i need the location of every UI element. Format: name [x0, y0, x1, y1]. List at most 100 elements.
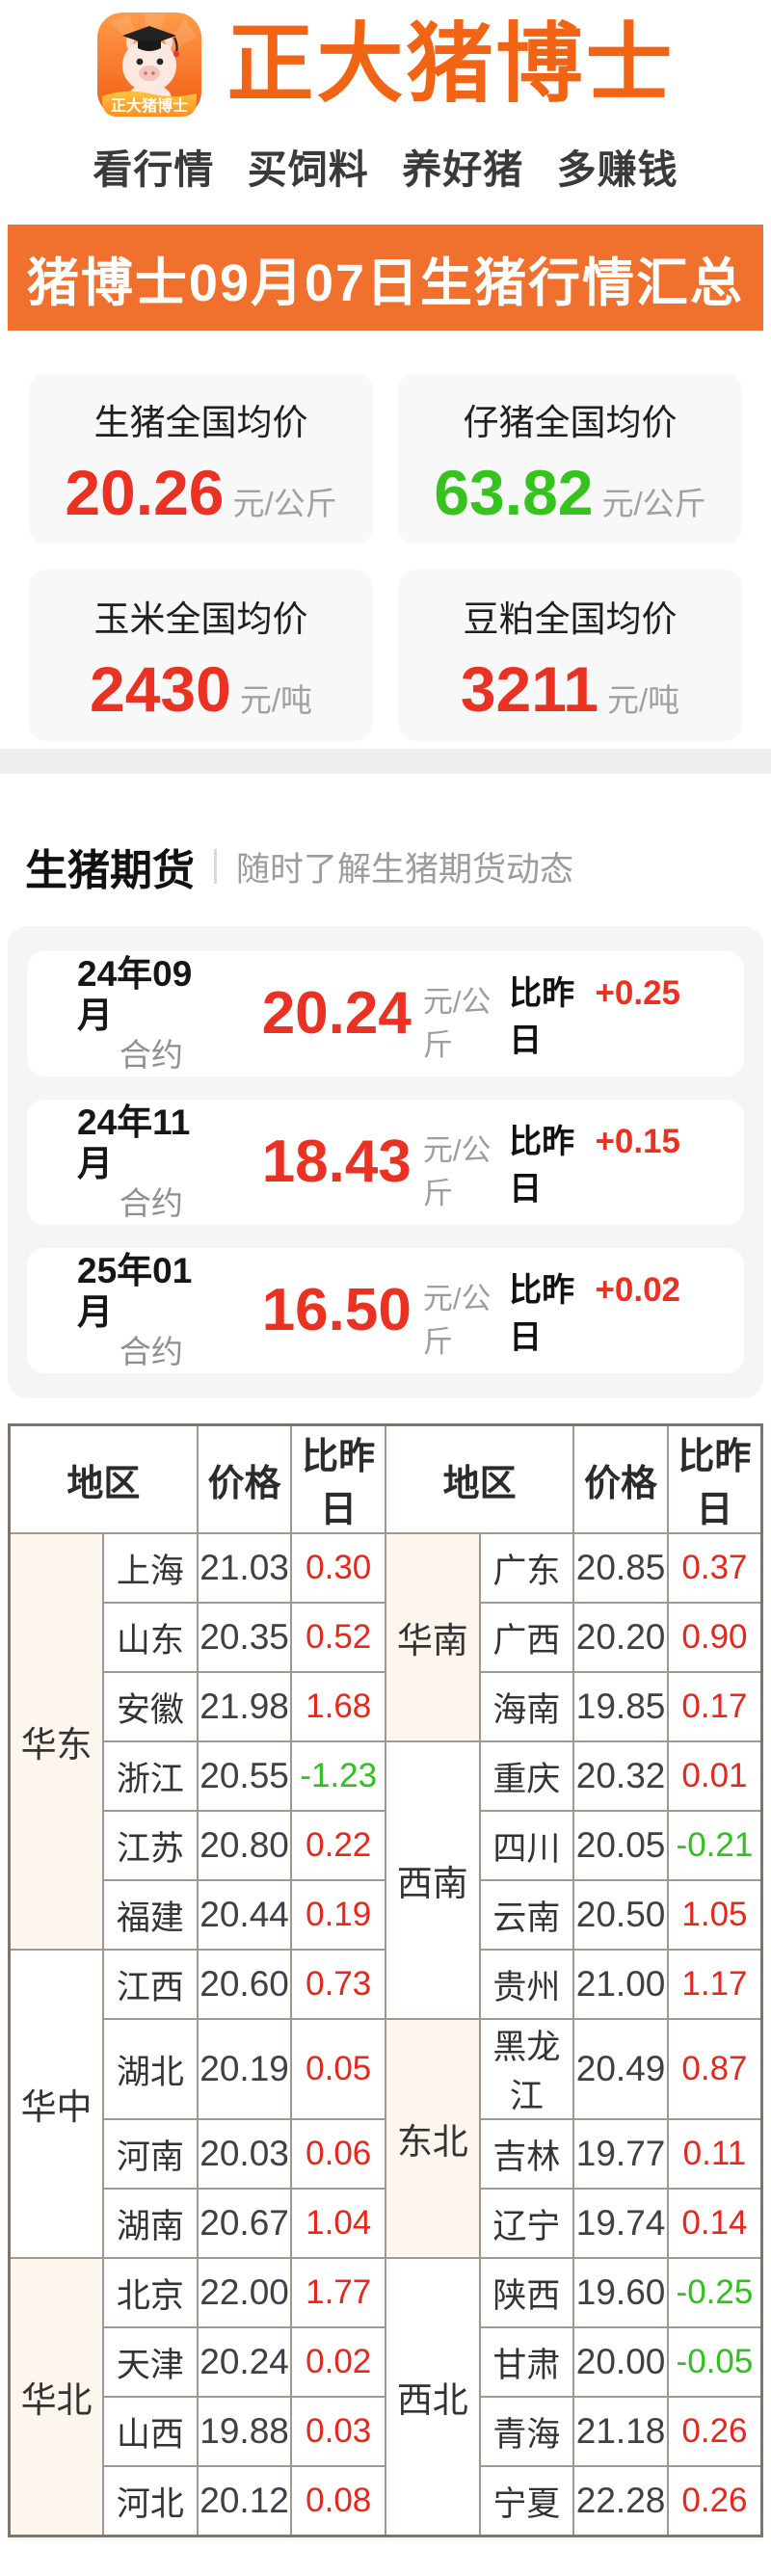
table-row: 华中 江西 20.60 0.73 贵州 21.00 1.17	[8, 1949, 763, 2259]
daily-summary-banner: 猪博士09月07日生猪行情汇总	[8, 225, 763, 331]
province-cell: 湖南	[102, 2188, 199, 2259]
province-cell: 广西	[478, 1602, 575, 1673]
delta-cell: 0.26	[666, 2465, 763, 2537]
province-cell: 陕西	[478, 2257, 575, 2328]
summary-card: 玉米全国均价 2430 元/吨	[29, 570, 373, 741]
vs-yesterday-delta: +0.02	[595, 1271, 680, 1309]
summary-card-label: 仔猪全国均价	[463, 403, 678, 442]
contract-month-label: 24年11月	[77, 1102, 191, 1184]
futures-vs-yesterday: 比昨日 +0.15	[509, 1115, 680, 1209]
col-header-region: 地区	[8, 1423, 199, 1534]
vs-yesterday-delta: +0.15	[595, 1123, 680, 1160]
table-row: 天津 20.24 0.02 甘肃 20.00 -0.05	[10, 2326, 763, 2398]
delta-cell: 0.17	[666, 1671, 763, 1742]
brand-row: 正大猪博士 正大猪博士	[96, 12, 676, 118]
delta-cell: 0.03	[290, 2396, 386, 2467]
price-cell: 20.19	[196, 2018, 293, 2120]
province-cell: 山东	[102, 1602, 199, 1673]
table-row: 江苏 20.80 0.22 四川 20.05 -0.21	[10, 1810, 763, 1881]
region-group-cell: 华中	[8, 1949, 105, 2259]
price-cell: 20.00	[572, 2326, 669, 2398]
delta-cell: 0.11	[666, 2118, 763, 2190]
col-header-price: 价格	[196, 1423, 293, 1534]
province-cell: 广东	[478, 1532, 575, 1604]
province-cell: 海南	[478, 1671, 575, 1742]
summary-card-value: 2430	[90, 653, 231, 725]
futures-list: 24年09月 合约 20.24 元/公斤 比昨日 +0.25 24年11月 合约 18.43 元/…	[8, 926, 763, 1398]
futures-price: 20.24	[261, 980, 412, 1047]
region-group-cell: 西北	[385, 2257, 481, 2537]
table-row: 浙江 20.55 -1.23 西南 重庆 20.32 0.01	[10, 1740, 763, 2020]
table-header-row: 地区 价格 比昨日 地区 价格 比昨日	[8, 1423, 763, 1534]
futures-section-title: 生猪期货	[25, 847, 195, 894]
col-header-region: 地区	[384, 1423, 575, 1534]
price-cell: 20.03	[196, 2118, 293, 2190]
vs-yesterday-label: 比昨日	[509, 1272, 575, 1356]
col-header-delta: 比昨日	[290, 1423, 386, 1534]
price-cell: 22.00	[196, 2257, 293, 2328]
delta-cell: 0.30	[290, 1532, 386, 1604]
price-cell: 20.67	[196, 2188, 293, 2259]
province-cell: 湖北	[102, 2018, 199, 2120]
table-row: 湖北 20.19 0.05 东北 黑龙江 20.49 0.87	[10, 2018, 763, 2259]
region-group-cell: 西南	[385, 1740, 481, 2020]
province-cell: 宁夏	[478, 2465, 575, 2537]
price-cell: 21.00	[572, 1949, 669, 2020]
price-cell: 20.50	[572, 1879, 669, 1951]
delta-cell: 1.04	[290, 2188, 386, 2259]
delta-cell: 0.14	[666, 2188, 763, 2259]
banner-title: 猪博士09月07日生猪行情汇总	[26, 253, 745, 312]
province-cell: 安徽	[102, 1671, 199, 1742]
contract-word-label: 合约	[119, 1333, 183, 1369]
table-row: 河南 20.03 0.06 吉林 19.77 0.11	[10, 2118, 763, 2190]
price-cell: 20.35	[196, 1602, 293, 1673]
delta-cell: 1.77	[290, 2257, 386, 2328]
price-cell: 20.12	[196, 2465, 293, 2537]
vs-yesterday-delta: +0.25	[595, 974, 680, 1012]
delta-cell: 0.01	[666, 1740, 763, 1812]
section-divider	[0, 749, 771, 774]
summary-card: 生猪全国均价 20.26 元/公斤	[29, 373, 373, 544]
futures-section-header: 生猪期货 随时了解生猪期货动态	[0, 836, 771, 897]
regional-price-table-section: 地区 价格 比昨日 地区 价格 比昨日 华东 上海 21.03 0.30 华南 广东 20.85 0.37…	[0, 1398, 771, 2576]
price-cell: 20.49	[572, 2018, 669, 2120]
summary-card-label: 豆粕全国均价	[463, 599, 678, 639]
table-row: 山西 19.88 0.03 青海 21.18 0.26	[10, 2396, 763, 2467]
futures-vs-yesterday: 比昨日 +0.02	[509, 1263, 680, 1358]
summary-card-value-row: 2430 元/吨	[90, 657, 312, 721]
app-title: 正大猪博士	[226, 16, 676, 113]
province-cell: 贵州	[478, 1949, 575, 2020]
province-cell: 山西	[102, 2396, 199, 2467]
summary-card-value: 20.26	[65, 457, 225, 528]
province-cell: 黑龙江	[478, 2018, 575, 2120]
futures-contract-card: 25年01月 合约 16.50 元/公斤 比昨日 +0.02	[27, 1248, 744, 1373]
futures-price-unit: 元/公斤	[422, 1133, 492, 1210]
price-cell: 20.44	[196, 1879, 293, 1951]
futures-price-unit: 元/公斤	[422, 985, 492, 1062]
province-cell: 北京	[102, 2257, 199, 2328]
summary-card-value: 3211	[460, 653, 598, 725]
delta-cell: 1.68	[290, 1671, 386, 1742]
summary-card-value-row: 3211 元/吨	[461, 657, 679, 721]
province-cell: 辽宁	[478, 2188, 575, 2259]
province-cell: 江西	[102, 1949, 199, 2020]
province-cell: 河南	[102, 2118, 199, 2190]
region-group-cell: 华北	[8, 2257, 105, 2537]
app-logo-pig-icon: 正大猪博士	[96, 13, 201, 117]
province-cell: 重庆	[478, 1740, 575, 1812]
futures-contract-month: 24年11月 合约	[77, 1102, 226, 1221]
delta-cell: 0.73	[290, 1949, 386, 2020]
contract-month-label: 25年01月	[77, 1251, 193, 1333]
delta-cell: 1.17	[666, 1949, 763, 2020]
delta-cell: 0.19	[290, 1879, 386, 1951]
price-cell: 21.18	[572, 2396, 669, 2467]
province-cell: 青海	[478, 2396, 575, 2467]
app-tagline: 看行情 买饲料 养好猪 多赚钱	[93, 147, 678, 192]
summary-card-value: 63.82	[434, 457, 594, 528]
table-row: 山东 20.35 0.52 广西 20.20 0.90	[10, 1602, 763, 1673]
table-row: 福建 20.44 0.19 云南 20.50 1.05	[10, 1879, 763, 1951]
province-cell: 江苏	[102, 1810, 199, 1881]
region-group-cell: 华南	[385, 1532, 481, 1742]
delta-cell: 0.02	[290, 2326, 386, 2398]
delta-cell: 0.05	[290, 2018, 386, 2120]
